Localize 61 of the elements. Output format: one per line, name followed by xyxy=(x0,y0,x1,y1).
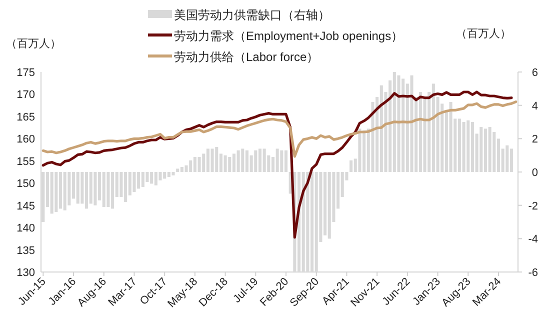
bar xyxy=(462,122,466,172)
bar xyxy=(488,127,492,172)
y2-tick-label: -6 xyxy=(528,267,538,279)
bar xyxy=(480,127,483,172)
bar xyxy=(63,172,66,210)
bar xyxy=(54,172,58,212)
y-axis-title: （百万人） xyxy=(6,38,61,50)
bar xyxy=(76,172,80,204)
line-series xyxy=(42,100,518,158)
y-tick-label: 160 xyxy=(16,134,35,146)
line-series xyxy=(42,90,513,239)
y2-tick-label: 6 xyxy=(532,67,538,79)
bar xyxy=(276,148,279,172)
bar xyxy=(350,160,353,172)
y2-tick-label: -4 xyxy=(528,234,538,246)
bar xyxy=(210,148,214,172)
legend-label: 劳动力供给（Labor force） xyxy=(174,50,319,64)
bar xyxy=(284,150,288,172)
bar xyxy=(50,172,54,214)
bar xyxy=(58,172,62,209)
y-tick-label: 130 xyxy=(16,267,35,279)
bar xyxy=(397,75,400,172)
y2-axis-title: （百万人） xyxy=(456,28,511,40)
bar xyxy=(224,155,227,172)
y-tick-label: 170 xyxy=(16,89,35,102)
bar xyxy=(410,75,414,172)
y2-tick-label: -2 xyxy=(528,200,538,212)
y2-tick-label: 4 xyxy=(532,100,538,112)
legend-label: 美国劳动力供需缺口（右轴） xyxy=(174,8,330,22)
bar xyxy=(258,148,262,172)
y-tick-label: 150 xyxy=(16,178,35,190)
bar xyxy=(466,120,470,172)
y-tick-label: 140 xyxy=(16,222,35,235)
bar xyxy=(254,150,258,172)
y2-tick-label: 2 xyxy=(532,134,538,146)
bar xyxy=(506,145,509,172)
bar xyxy=(94,172,97,206)
y-tick-label: 145 xyxy=(16,200,35,212)
bar xyxy=(262,148,266,172)
bar xyxy=(236,150,240,172)
y2-tick-label: 0 xyxy=(532,167,538,179)
bar xyxy=(510,148,514,172)
y-tick-label: 155 xyxy=(16,156,35,168)
bar xyxy=(215,147,218,172)
bar xyxy=(172,172,175,176)
bar xyxy=(241,148,244,172)
bar xyxy=(132,172,136,192)
bar xyxy=(198,157,201,172)
bar xyxy=(328,172,331,239)
legend-label: 劳动力需求（Employment+Job openings） xyxy=(174,29,404,43)
y-tick-label: 165 xyxy=(16,111,35,124)
bar xyxy=(228,157,232,172)
bar xyxy=(176,168,180,172)
bar xyxy=(189,160,192,172)
y-tick-label: 135 xyxy=(16,244,35,257)
bar xyxy=(102,172,106,207)
bar xyxy=(280,150,284,172)
bar xyxy=(358,128,362,172)
bar xyxy=(449,102,452,172)
bar xyxy=(106,172,110,207)
y-tick-label: 175 xyxy=(16,67,35,79)
